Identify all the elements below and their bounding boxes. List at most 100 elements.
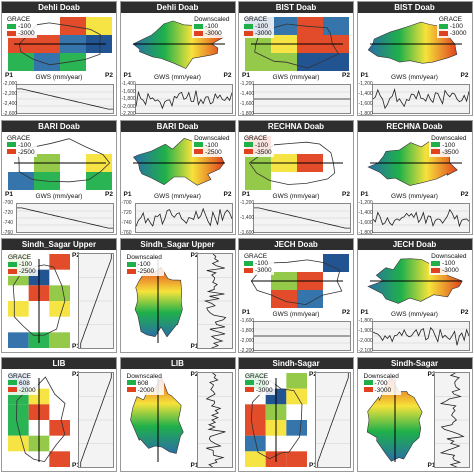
y-tick-label: -2,100	[358, 348, 373, 353]
y-tick-label: -1,200	[240, 81, 255, 87]
legend-low-value: -3000	[374, 386, 392, 394]
legend-low-swatch	[194, 30, 204, 36]
gws-profile-plot	[134, 84, 233, 114]
gws-series	[135, 207, 232, 227]
color-legend: Downscaled 608 -2000	[124, 371, 164, 395]
p1-label: P1	[360, 72, 369, 79]
region-boundary	[15, 375, 66, 462]
grace-cell	[245, 450, 266, 467]
grace-cell	[34, 53, 60, 71]
legend-high-value: -100	[19, 261, 33, 268]
legend-high-row: -100	[7, 23, 35, 30]
y-tick-label: -760	[3, 229, 14, 235]
legend-low-value: -3000	[205, 30, 222, 37]
grace-cell	[297, 17, 323, 35]
legend-high-value: -100	[137, 261, 151, 268]
panel-title: Sindh_Sagar Upper	[2, 239, 116, 250]
panel-title: BIST Doab	[239, 2, 353, 13]
gws-profile-plot	[78, 253, 114, 349]
gws-profile-plot	[253, 84, 351, 114]
legend-high-row: -700	[363, 380, 399, 387]
gws-axis-label: GWS (mm/year)	[154, 192, 201, 200]
grace-cell	[271, 17, 297, 35]
p1-label: P1	[123, 190, 132, 198]
gws-series	[254, 207, 350, 229]
panel-title: BARI Doab	[2, 120, 116, 132]
p1-label: P1	[242, 190, 250, 198]
map-panel: BARI Doab GRACE -100 -2500 P1 P2 GWS (mm/year)…	[1, 119, 117, 235]
gws-line	[135, 90, 232, 110]
legend-low-row: -3000	[431, 267, 466, 274]
y-tick-label: -1,800	[358, 111, 373, 116]
grace-cell	[286, 450, 307, 467]
gws-series	[17, 88, 113, 110]
p1-label: P1	[360, 190, 369, 198]
legend-high-row: -100	[126, 261, 162, 268]
gws-series	[434, 372, 469, 467]
legend-high-row: -100	[194, 142, 229, 149]
gws-series	[372, 326, 469, 346]
map-panel: BARI Doab Downscaled -100 -2500 P1 P2 GWS (mm/…	[119, 119, 236, 235]
map-panel: RECHNA Doab GRACE -100 -3500 P1 P2 GWS (mm/yea…	[238, 119, 354, 235]
legend-low-swatch	[194, 149, 204, 155]
gws-series	[254, 91, 350, 107]
color-legend: GRACE -100 -3000	[242, 15, 274, 38]
p2-label: P2	[105, 72, 113, 79]
color-legend: GRACE -100 -3500	[242, 133, 274, 157]
gws-line	[372, 208, 469, 227]
panel-title: BARI Doab	[120, 120, 235, 132]
panel-title: RECHNA Doab	[239, 120, 353, 132]
gws-series	[372, 87, 469, 110]
legend-low-value: -3000	[449, 30, 467, 37]
y-tick-label: -1,600	[240, 229, 255, 235]
p2-label: P2	[460, 309, 469, 316]
gws-line	[372, 326, 469, 346]
legend-low-swatch	[126, 268, 136, 274]
grace-cell	[60, 17, 86, 35]
gws-axis-label: GWS (mm/year)	[272, 74, 320, 81]
grace-cell	[297, 290, 323, 308]
legend-high-row: -100	[7, 142, 35, 149]
color-legend: GRACE 608 -2000	[6, 371, 38, 395]
legend-low-row: -3000	[7, 30, 35, 37]
color-legend: Downscaled -100 -2500	[124, 253, 164, 276]
legend-low-row: -3000	[244, 267, 272, 274]
p2-label: P2	[342, 72, 350, 79]
p2-label: P2	[190, 252, 199, 259]
legend-high-swatch	[244, 142, 253, 148]
grace-cell	[49, 419, 70, 436]
p2-label: P2	[72, 370, 80, 378]
y-tick-label: -1,900	[358, 328, 373, 334]
grace-cell	[245, 171, 271, 190]
map-panel: RECHNA Doab Downscaled -100 -3500 P1 P2 GWS (m…	[356, 119, 473, 235]
gws-profile-plot	[315, 371, 351, 468]
gws-axis-label: GWS (mm/year)	[391, 74, 438, 81]
region-map	[134, 259, 183, 343]
p2-label: P2	[72, 252, 80, 259]
y-tick-label: -1,400	[240, 91, 255, 97]
gws-axis-label: GWS (mm/year)	[35, 192, 83, 200]
map-panel: Dehli Doab Downscaled -100 -3000 P1 P2 GWS (mm…	[119, 1, 236, 116]
y-tick-label: -1,400	[358, 209, 373, 216]
y-tick-label: -1,400	[358, 91, 373, 97]
legend-title: GRACE	[244, 134, 268, 142]
grace-cell	[49, 301, 70, 317]
y-tick-label: -2,200	[3, 91, 18, 97]
gws-line	[205, 372, 226, 467]
gws-line	[80, 254, 112, 348]
legend-high-swatch	[245, 380, 254, 386]
legend-low-value: -2500	[19, 268, 36, 275]
grace-cell	[60, 53, 86, 71]
y-tick-label: -1,400	[121, 81, 136, 87]
p1-label: P1	[5, 190, 13, 198]
gws-profile-plot	[196, 371, 233, 468]
region-boundary	[12, 264, 66, 336]
y-tick-label: -740	[121, 219, 132, 226]
panel-title: LIB	[120, 357, 235, 369]
y-tick-label: -1,200	[240, 199, 255, 206]
color-legend: GRACE -100 -3000	[436, 15, 469, 38]
panel-title: JECH Doab	[239, 239, 353, 250]
color-legend: Downscaled -100 -2500	[192, 133, 232, 157]
grace-cell	[286, 372, 307, 389]
grace-cell	[8, 332, 29, 348]
